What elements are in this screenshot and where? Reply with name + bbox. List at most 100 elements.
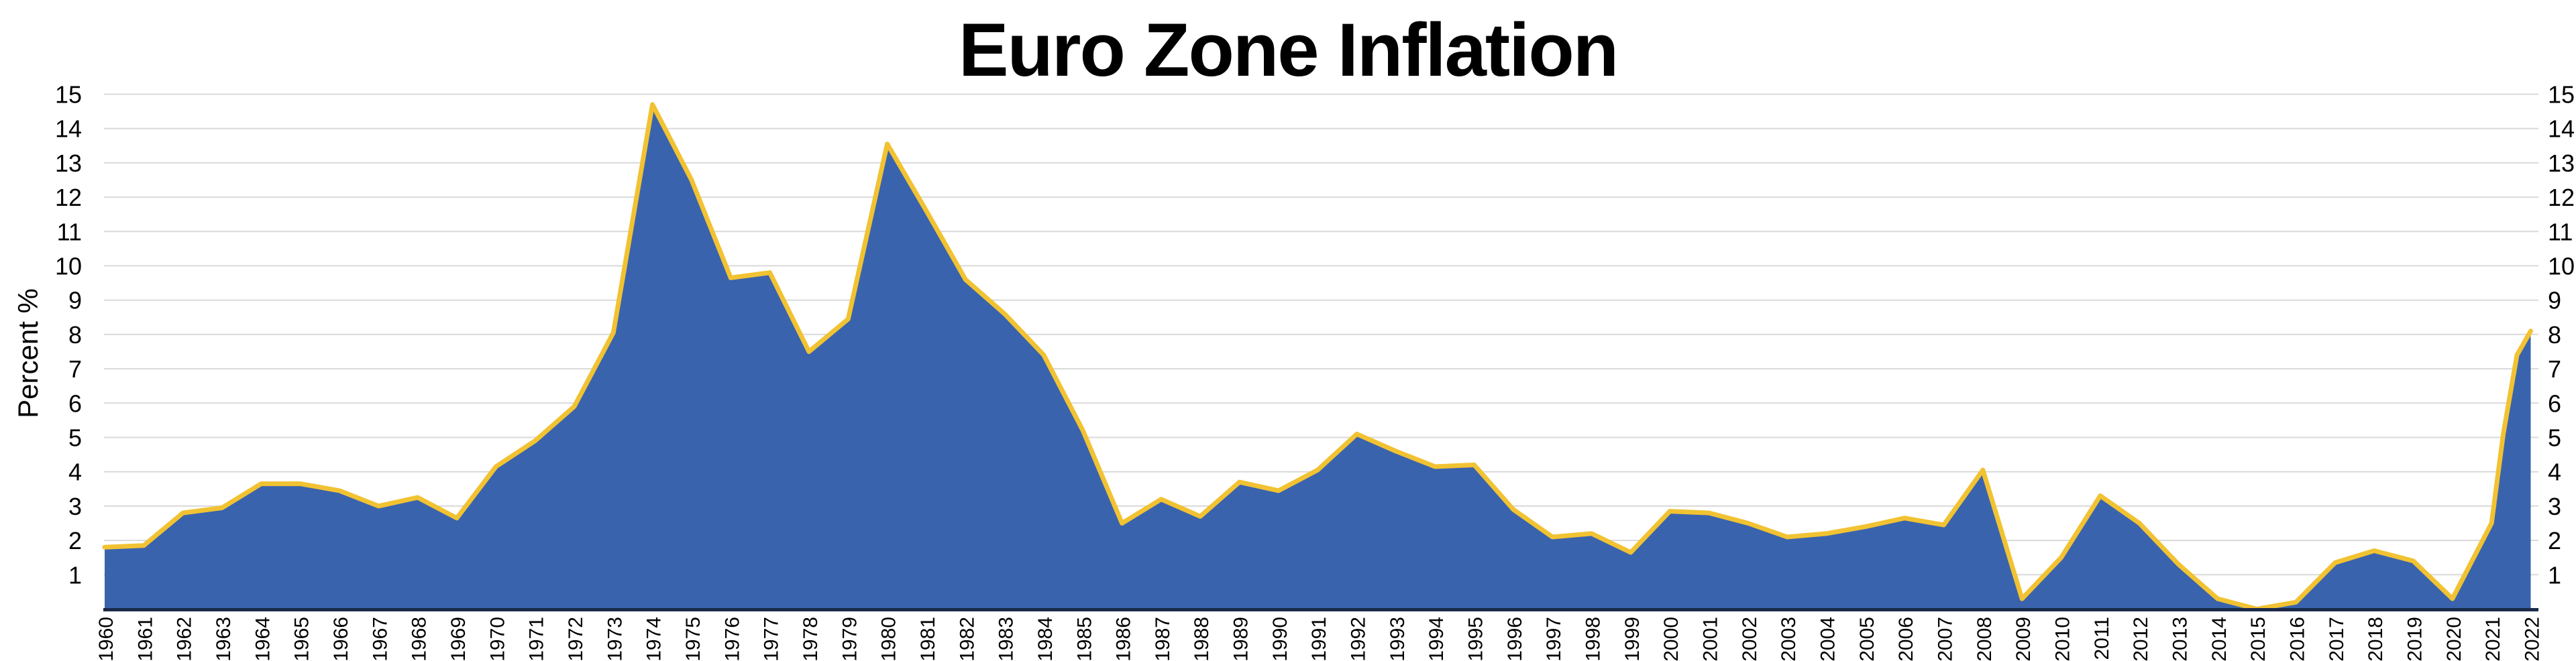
x-tick-2006: 2006 (1895, 617, 1917, 661)
x-tick-1980: 1980 (878, 617, 900, 661)
x-tick-1998: 1998 (1582, 617, 1605, 661)
x-tick-1961: 1961 (134, 617, 156, 661)
x-tick-1992: 1992 (1348, 617, 1370, 661)
y-tick-right-6: 6 (2548, 389, 2561, 417)
x-tick-1982: 1982 (956, 617, 978, 661)
x-tick-1983: 1983 (996, 617, 1018, 661)
y-tick-right-3: 3 (2548, 493, 2561, 520)
x-tick-1984: 1984 (1034, 617, 1057, 661)
x-tick-1987: 1987 (1152, 617, 1174, 661)
x-tick-1979: 1979 (839, 617, 861, 661)
x-tick-2007: 2007 (1935, 617, 1957, 661)
x-tick-2021: 2021 (2482, 617, 2504, 661)
y-tick-left-7: 7 (68, 355, 82, 383)
x-tick-1962: 1962 (174, 617, 196, 661)
y-tick-right-2: 2 (2548, 527, 2561, 554)
x-tick-1973: 1973 (604, 617, 626, 661)
y-tick-right-15: 15 (2548, 80, 2575, 108)
x-tick-2010: 2010 (2052, 617, 2074, 661)
x-tick-2003: 2003 (1778, 617, 1800, 661)
y-tick-left-4: 4 (68, 459, 82, 486)
y-tick-left-13: 13 (55, 149, 82, 177)
x-tick-2015: 2015 (2247, 617, 2269, 661)
x-tick-2012: 2012 (2130, 617, 2152, 661)
x-tick-1986: 1986 (1113, 617, 1135, 661)
line-series (102, 102, 2533, 611)
x-tick-1996: 1996 (1504, 617, 1526, 661)
x-tick-1965: 1965 (291, 617, 313, 661)
x-tick-1976: 1976 (721, 617, 743, 661)
x-tick-2014: 2014 (2208, 617, 2231, 661)
x-tick-1963: 1963 (213, 617, 235, 661)
y-tick-right-8: 8 (2548, 321, 2561, 349)
x-tick-2000: 2000 (1660, 617, 1682, 661)
x-tick-1990: 1990 (1269, 617, 1291, 661)
x-tick-1967: 1967 (369, 617, 391, 661)
y-tick-left-14: 14 (55, 115, 82, 143)
x-tick-1966: 1966 (330, 617, 352, 661)
x-tick-1978: 1978 (800, 617, 822, 661)
y-tick-right-5: 5 (2548, 424, 2561, 451)
y-tick-left-10: 10 (55, 252, 82, 280)
y-tick-left-15: 15 (55, 80, 82, 108)
x-tick-1970: 1970 (486, 617, 508, 661)
x-tick-2020: 2020 (2443, 617, 2465, 661)
x-tick-2018: 2018 (2365, 617, 2387, 661)
y-tick-left-12: 12 (55, 184, 82, 211)
y-tick-right-13: 13 (2548, 149, 2575, 177)
x-tick-1985: 1985 (1073, 617, 1095, 661)
x-tick-1999: 1999 (1621, 617, 1644, 661)
chart-title: Euro Zone Inflation (958, 8, 1619, 92)
x-tick-1969: 1969 (447, 617, 470, 661)
y-tick-right-10: 10 (2548, 252, 2575, 280)
x-tick-1988: 1988 (1191, 617, 1213, 661)
x-tick-1994: 1994 (1426, 617, 1448, 661)
x-tick-1975: 1975 (682, 617, 704, 661)
x-tick-1960: 1960 (95, 617, 117, 661)
x-tick-2002: 2002 (1739, 617, 1761, 661)
area-series (105, 104, 2531, 609)
x-tick-1971: 1971 (526, 617, 548, 661)
x-tick-1989: 1989 (1230, 617, 1252, 661)
x-tick-2008: 2008 (1974, 617, 1996, 661)
y-tick-left-9: 9 (68, 287, 82, 314)
inflation-area-fill (105, 104, 2531, 609)
x-tick-2016: 2016 (2287, 617, 2309, 661)
y-tick-left-6: 6 (68, 389, 82, 417)
x-tick-1995: 1995 (1465, 617, 1487, 661)
y-tick-left-8: 8 (68, 321, 82, 349)
x-tick-2011: 2011 (2091, 617, 2113, 660)
x-tick-2005: 2005 (1856, 617, 1878, 661)
x-tick-2004: 2004 (1817, 617, 1839, 661)
x-tick-1977: 1977 (761, 617, 783, 661)
y-tick-left-3: 3 (68, 493, 82, 520)
y-tick-left-11: 11 (57, 218, 82, 245)
x-tick-2017: 2017 (2326, 617, 2348, 661)
y-tick-left-1: 1 (68, 561, 82, 589)
y-tick-left-5: 5 (68, 424, 82, 451)
x-tick-2009: 2009 (2012, 617, 2035, 661)
y-tick-right-9: 9 (2548, 287, 2561, 314)
y-tick-right-1: 1 (2548, 561, 2561, 589)
x-tick-1968: 1968 (409, 617, 431, 661)
x-tick-1974: 1974 (643, 617, 665, 661)
x-tick-1981: 1981 (917, 617, 939, 661)
x-tick-labels: 1960 1961 1962 1963 1964 1965 1966 1967 1968 1969… (95, 617, 2544, 661)
x-tick-1972: 1972 (565, 617, 587, 661)
x-tick-1993: 1993 (1387, 617, 1409, 661)
y-tick-right-4: 4 (2548, 459, 2561, 486)
y-tick-right-12: 12 (2548, 184, 2575, 211)
inflation-line (102, 102, 2533, 611)
y-tick-right-7: 7 (2548, 355, 2561, 383)
x-tick-2013: 2013 (2169, 617, 2192, 661)
x-tick-2001: 2001 (1700, 617, 1722, 661)
x-tick-2022: 2022 (2522, 617, 2544, 661)
y-tick-right-11: 11 (2548, 218, 2573, 245)
x-tick-1991: 1991 (1308, 617, 1330, 661)
x-tick-2019: 2019 (2404, 617, 2426, 661)
x-tick-1964: 1964 (252, 617, 274, 661)
